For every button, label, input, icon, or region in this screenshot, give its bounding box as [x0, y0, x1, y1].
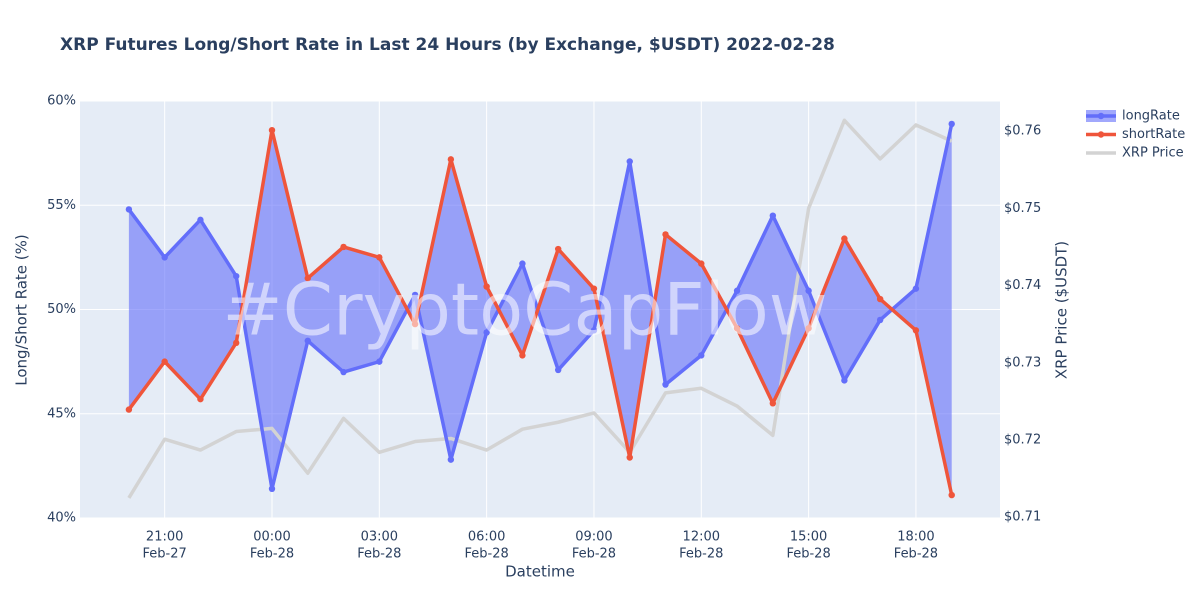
- legend-label: longRate: [1122, 109, 1180, 124]
- y2-axis-title: XRP Price ($USDT): [1053, 241, 1071, 379]
- y-tick-label: 50%: [47, 302, 76, 317]
- point: [447, 456, 455, 463]
- y2-tick-label: $0.76: [1004, 124, 1041, 139]
- point: [769, 400, 777, 407]
- point: [590, 327, 598, 334]
- point: [304, 337, 311, 344]
- x-tick-label: 06:00: [468, 530, 505, 545]
- y2-tick-label: $0.72: [1004, 433, 1041, 448]
- chart-title: XRP Futures Long/Short Rate in Last 24 H…: [60, 35, 835, 55]
- point: [698, 352, 705, 359]
- point: [411, 291, 419, 299]
- series-line: [127, 128, 954, 496]
- point: [233, 272, 240, 280]
- point: [948, 120, 955, 128]
- series-line: [127, 123, 954, 491]
- x-tick-label: 00:00: [253, 530, 290, 545]
- y-tick-label: 55%: [47, 198, 76, 213]
- point: [912, 327, 920, 334]
- point: [519, 352, 526, 359]
- y2-tick-label: $0.74: [1004, 278, 1041, 293]
- point: [125, 206, 133, 213]
- point: [340, 368, 347, 376]
- point: [197, 216, 204, 224]
- x-tick-label: 18:00: [897, 530, 934, 545]
- x-tick-label: 21:00: [146, 530, 183, 545]
- point: [662, 381, 669, 388]
- point: [554, 245, 562, 253]
- point: [483, 329, 490, 336]
- point: [841, 377, 848, 384]
- point: [125, 406, 133, 413]
- y-tick-label: 45%: [47, 406, 76, 421]
- legend-marker: [1097, 112, 1105, 120]
- x-tick-label: 12:00: [683, 530, 720, 545]
- x-tick-label: Feb-28: [679, 547, 723, 562]
- point: [233, 339, 240, 347]
- legend: longRate shortRate XRP Price: [1086, 109, 1185, 161]
- x-tick-label: Feb-28: [572, 547, 616, 562]
- legend-label: XRP Price: [1122, 146, 1184, 161]
- y2-tick-label: $0.71: [1004, 510, 1041, 525]
- grid: 40% 45% 50% 55% 60% $0.71 $0.72 $0.73 $0.74 $0.75…: [47, 94, 1041, 562]
- point: [376, 358, 383, 365]
- point: [876, 316, 884, 324]
- point: [268, 485, 276, 493]
- x-tick-label: Feb-28: [894, 547, 938, 562]
- point: [626, 454, 633, 461]
- point: [161, 254, 168, 261]
- x-tick-label: Feb-28: [465, 547, 509, 562]
- watermark: #CryptoCapFlow: [222, 268, 827, 352]
- point: [841, 235, 848, 242]
- point: [304, 275, 311, 282]
- x-tick-label: Feb-28: [786, 547, 830, 562]
- y-tick-label: 40%: [47, 511, 76, 526]
- point: [411, 320, 419, 328]
- point: [447, 156, 455, 163]
- point: [483, 283, 490, 290]
- point: [376, 254, 383, 261]
- legend-marker: [1097, 131, 1105, 138]
- x-tick-label: 03:00: [361, 530, 398, 545]
- point: [554, 366, 562, 374]
- point: [662, 231, 669, 238]
- point: [912, 285, 920, 292]
- y2-tick-label: $0.73: [1004, 355, 1041, 370]
- y-axis-title: Long/Short Rate (%): [13, 234, 31, 386]
- point: [519, 260, 526, 267]
- point: [769, 212, 777, 219]
- point: [268, 126, 276, 134]
- point: [626, 158, 633, 165]
- point: [340, 243, 347, 251]
- y-tick-label: 60%: [47, 94, 76, 109]
- legend-label: shortRate: [1122, 127, 1185, 142]
- x-axis-title: Datetime: [505, 563, 575, 581]
- x-tick-label: Feb-28: [250, 547, 294, 562]
- point: [698, 260, 705, 267]
- series-line: [127, 118, 953, 499]
- rate-area: [128, 123, 952, 496]
- point: [876, 295, 884, 303]
- point: [805, 287, 812, 294]
- point: [590, 285, 598, 292]
- point: [733, 287, 741, 294]
- point: [197, 395, 204, 403]
- point: [948, 491, 955, 499]
- x-tick-label: Feb-27: [143, 547, 187, 562]
- x-tick-label: Feb-28: [357, 547, 401, 562]
- x-tick-label: 09:00: [575, 530, 612, 545]
- point: [805, 325, 812, 332]
- point: [161, 358, 168, 365]
- point: [733, 325, 741, 332]
- marks: [125, 118, 955, 499]
- x-tick-label: 15:00: [790, 530, 827, 545]
- y2-tick-label: $0.75: [1004, 201, 1041, 216]
